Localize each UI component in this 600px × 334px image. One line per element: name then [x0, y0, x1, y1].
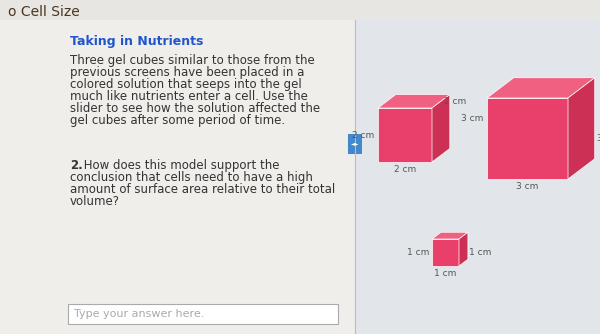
- Text: 2 cm: 2 cm: [444, 97, 466, 106]
- Text: previous screens have been placed in a: previous screens have been placed in a: [70, 66, 304, 79]
- FancyBboxPatch shape: [347, 134, 362, 155]
- Text: 2.: 2.: [70, 159, 83, 172]
- FancyBboxPatch shape: [0, 20, 355, 334]
- Text: volume?: volume?: [70, 195, 120, 208]
- FancyBboxPatch shape: [355, 20, 600, 334]
- Text: 1 cm: 1 cm: [434, 269, 457, 278]
- Polygon shape: [487, 98, 568, 179]
- Text: gel cubes after some period of time.: gel cubes after some period of time.: [70, 114, 285, 127]
- Text: 3 cm: 3 cm: [461, 114, 483, 123]
- Text: o Cell Size: o Cell Size: [8, 5, 80, 19]
- Polygon shape: [459, 232, 468, 266]
- Polygon shape: [487, 78, 595, 98]
- Text: conclusion that cells need to have a high: conclusion that cells need to have a hig…: [70, 171, 313, 184]
- Text: 2 cm: 2 cm: [352, 131, 374, 140]
- Text: 1 cm: 1 cm: [407, 248, 429, 257]
- Text: colored solution that seeps into the gel: colored solution that seeps into the gel: [70, 78, 302, 91]
- FancyBboxPatch shape: [68, 304, 338, 324]
- Text: Type your answer here.: Type your answer here.: [74, 309, 205, 319]
- Text: 3 cm: 3 cm: [517, 182, 539, 191]
- Text: 2 cm: 2 cm: [394, 165, 416, 174]
- Text: How does this model support the: How does this model support the: [80, 159, 280, 172]
- Text: Three gel cubes similar to those from the: Three gel cubes similar to those from th…: [70, 54, 315, 67]
- Polygon shape: [378, 95, 450, 108]
- Polygon shape: [432, 232, 468, 239]
- Text: much like nutrients enter a cell. Use the: much like nutrients enter a cell. Use th…: [70, 90, 308, 103]
- Text: slider to see how the solution affected the: slider to see how the solution affected …: [70, 102, 320, 115]
- Polygon shape: [432, 95, 450, 162]
- Text: Taking in Nutrients: Taking in Nutrients: [70, 35, 203, 48]
- Text: ◄►: ◄►: [351, 142, 359, 147]
- Text: 3 cm: 3 cm: [597, 134, 600, 143]
- Polygon shape: [568, 78, 595, 179]
- Polygon shape: [378, 108, 432, 162]
- FancyBboxPatch shape: [0, 0, 600, 20]
- Text: 1 cm: 1 cm: [469, 248, 491, 257]
- Text: amount of surface area relative to their total: amount of surface area relative to their…: [70, 183, 335, 196]
- Polygon shape: [432, 239, 459, 266]
